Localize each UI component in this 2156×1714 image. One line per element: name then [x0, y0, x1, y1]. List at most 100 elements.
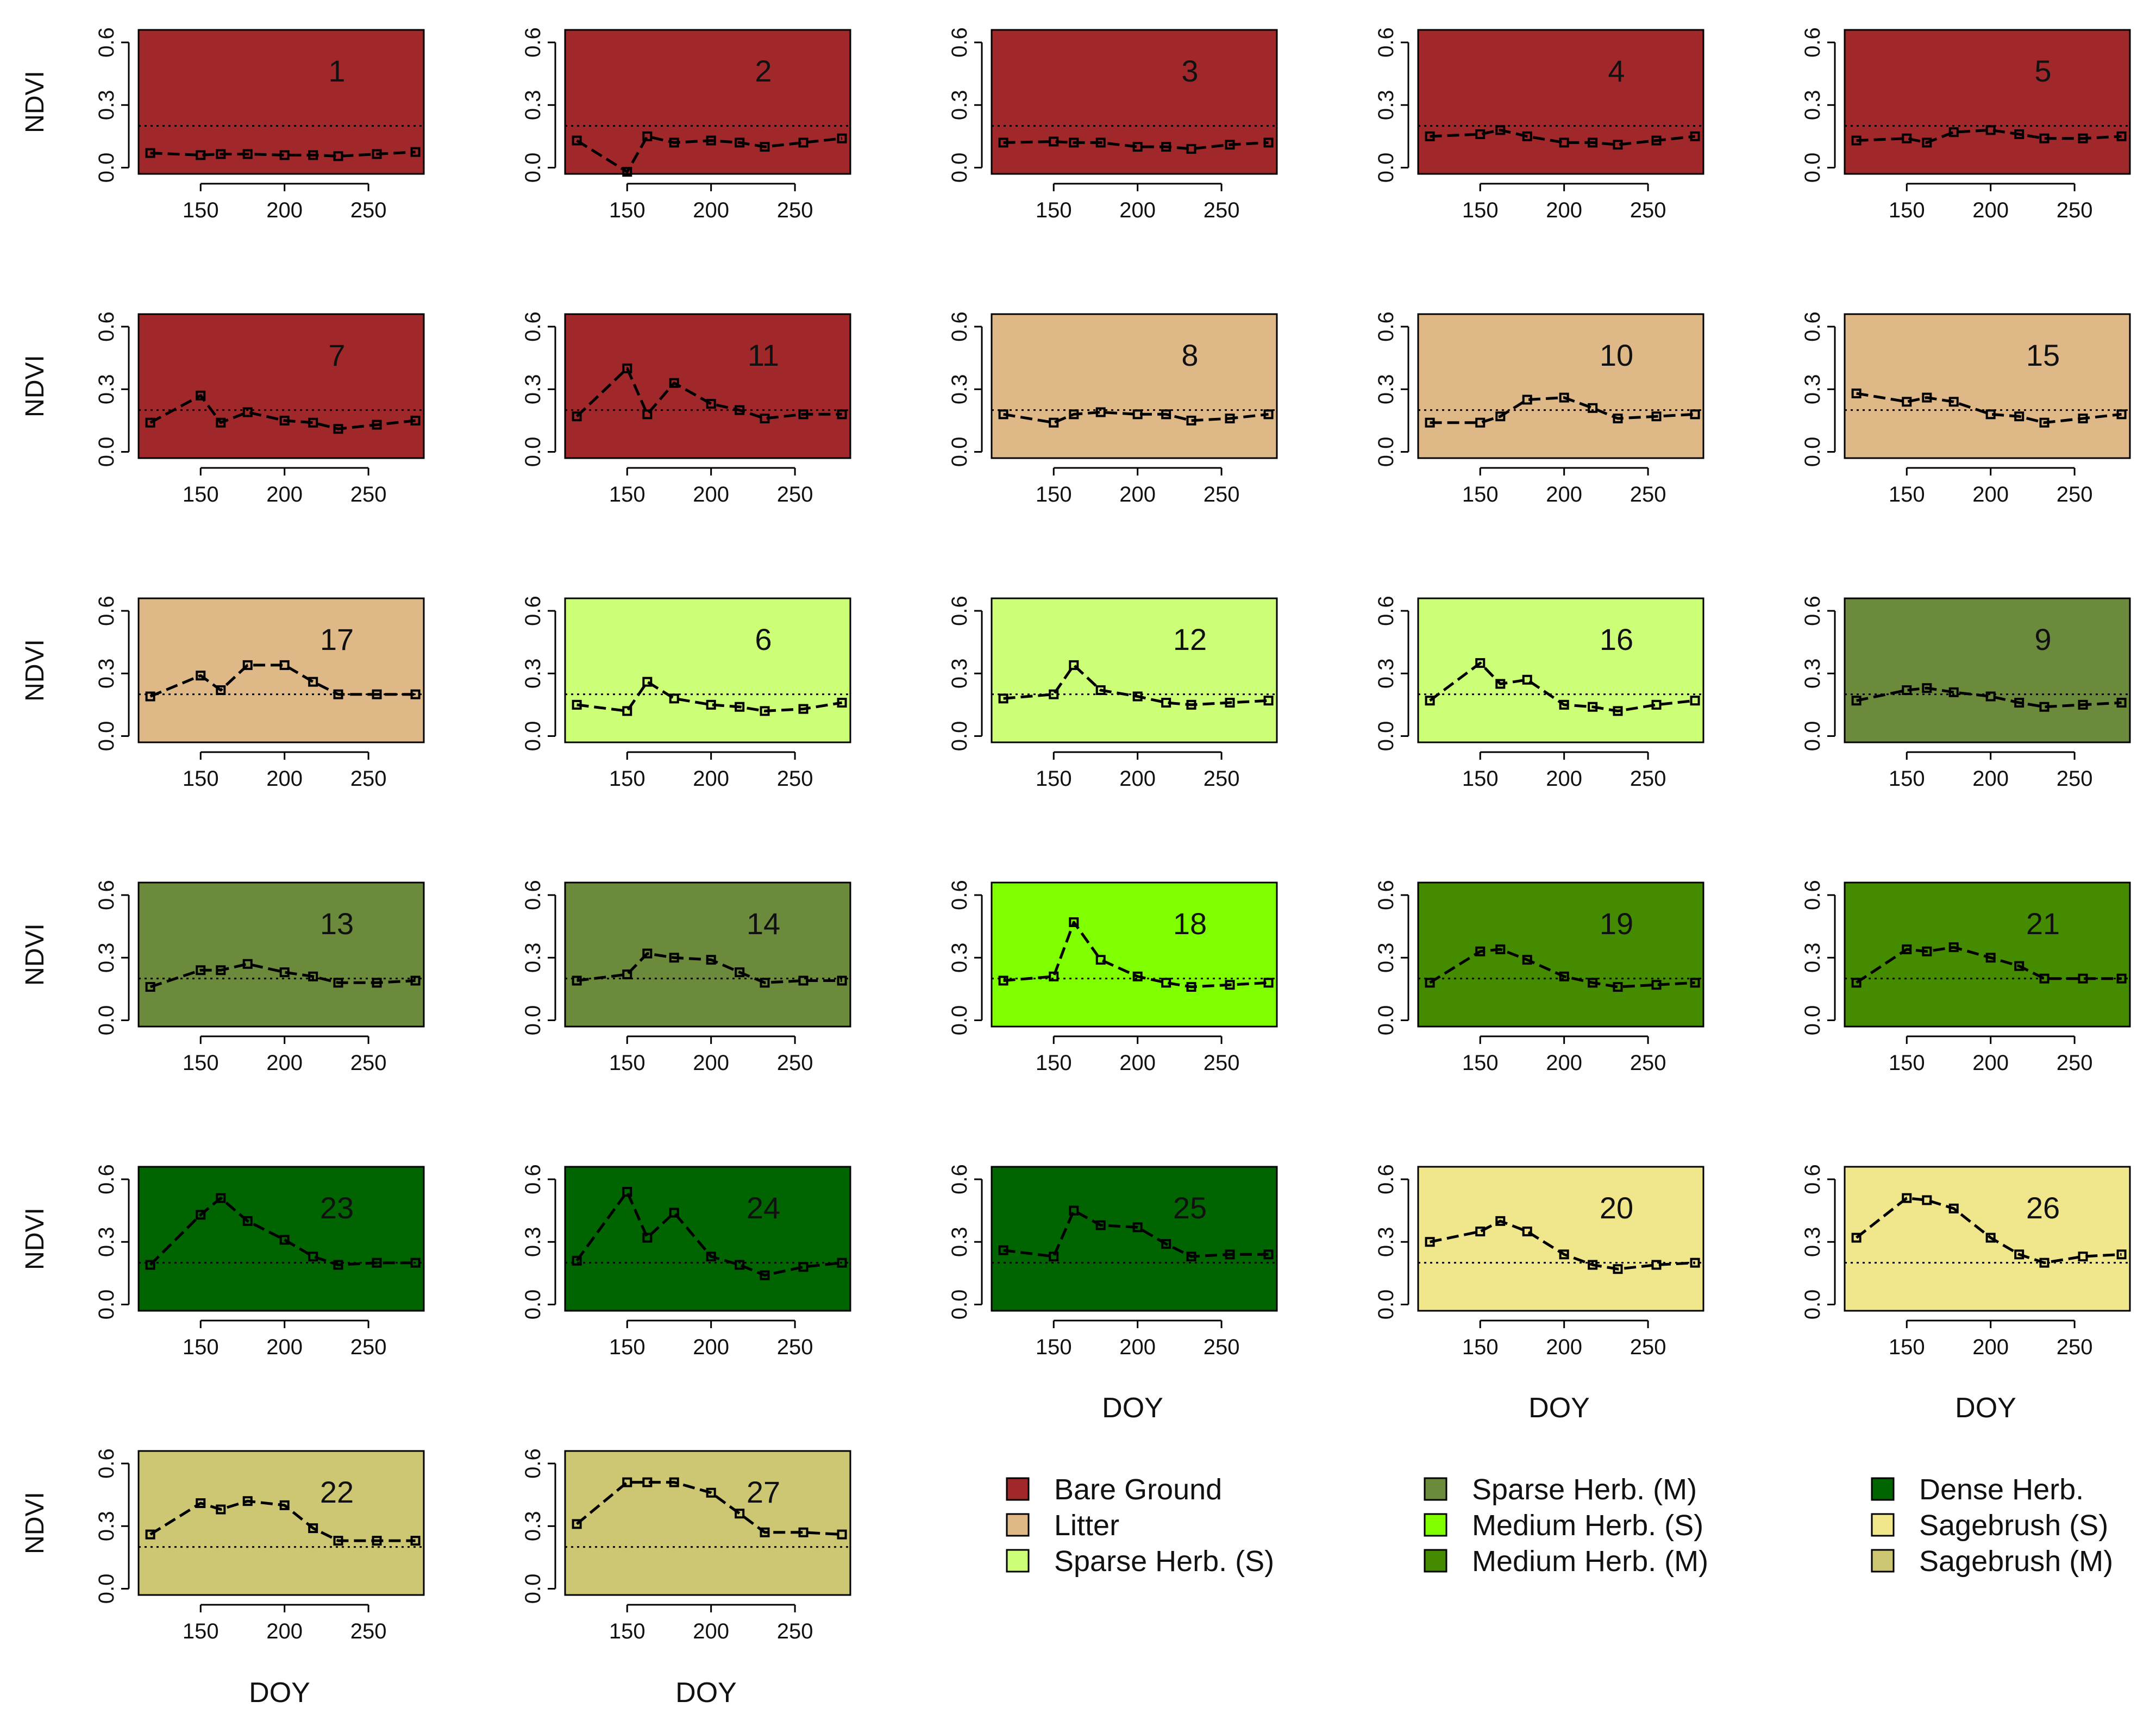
- panel-5-y-tick-label: 0.6: [1801, 27, 1825, 58]
- panel-18-point-3: [1069, 917, 1079, 927]
- panel-18-point-5: [1132, 971, 1143, 981]
- panel-19-point-4: [1522, 955, 1532, 965]
- panel-23-x-tick-label: 250: [350, 1335, 387, 1359]
- panel-8-y-tick-label: 0.3: [948, 374, 972, 404]
- panel-12-x-tick-label: 150: [1036, 767, 1072, 791]
- panel-17-point-7: [333, 689, 343, 699]
- panel-2-y-tick-label: 0.6: [521, 27, 545, 58]
- panel-8-y-tick-label: 0.0: [948, 437, 972, 467]
- panel-9-number: 9: [2034, 622, 2051, 656]
- panel-3-point-2: [1049, 136, 1059, 147]
- panel-12-point-3: [1069, 660, 1079, 670]
- panel-5-point-7: [2039, 133, 2050, 143]
- panel-22-x-tick-label: 200: [266, 1619, 303, 1643]
- panel-14-x-tick-label: 150: [609, 1051, 645, 1075]
- panel-16-x-tick-label: 200: [1546, 767, 1582, 791]
- panel-6-y-tick-label: 0.6: [521, 596, 545, 626]
- panel-25-number: 25: [1173, 1191, 1207, 1225]
- panel-12-point-8: [1225, 698, 1235, 708]
- panel-24-point-3: [642, 1233, 653, 1243]
- panel-27-y-tick-label: 0.6: [521, 1448, 545, 1479]
- panel-13-point-9: [410, 975, 421, 986]
- panel-15-point-7: [2039, 417, 2050, 428]
- panel-11-number: 11: [748, 338, 779, 372]
- y-axis-label: NDVI: [21, 1208, 49, 1270]
- panel-2-point-8: [798, 137, 808, 148]
- panel-19-point-3: [1495, 944, 1506, 954]
- panel-25-point-5: [1132, 1222, 1143, 1233]
- panel-9-point-2: [1902, 685, 1912, 695]
- panel-26-y-tick-label: 0.3: [1801, 1227, 1825, 1257]
- panel-18-y-tick-label: 0.0: [948, 1005, 972, 1036]
- panel-17-point-6: [308, 677, 318, 687]
- legend-swatch: [1424, 1477, 1447, 1501]
- panel-11-series-line: [575, 367, 842, 420]
- panel-26-point-5: [1985, 1233, 1996, 1243]
- panel-8-number: 8: [1181, 338, 1198, 372]
- panel-19-point-9: [1690, 978, 1700, 988]
- panel-20-y-tick-label: 0.3: [1374, 1227, 1398, 1257]
- panel-26-point-4: [1948, 1203, 1959, 1213]
- panel-1-point-5: [279, 150, 290, 160]
- panel-13-point-4: [242, 959, 253, 969]
- panel-10-y-tick-label: 0.3: [1374, 374, 1398, 404]
- panel-24-x-tick-label: 200: [693, 1335, 729, 1359]
- panel-14-point-4: [669, 953, 679, 963]
- panel-20-x-tick-label: 250: [1630, 1335, 1666, 1359]
- panel-19-x-tick-label: 150: [1462, 1051, 1499, 1075]
- panel-12-background: [991, 597, 1278, 743]
- panel-16-y-tick-label: 0.3: [1374, 658, 1398, 689]
- panel-7-x-tick-label: 150: [183, 483, 219, 506]
- panel-16-background: [1417, 597, 1704, 743]
- panel-25-background: [991, 1166, 1278, 1312]
- panel-19-point-8: [1651, 980, 1662, 990]
- panel-4-x-tick-label: 200: [1546, 198, 1582, 222]
- panel-13-point-1: [145, 982, 155, 992]
- panel-19-point-1: [1425, 978, 1435, 988]
- panel-7-y-tick-label: 0.0: [95, 437, 118, 467]
- panel-15-background: [1844, 313, 2131, 459]
- panel-3-y-tick-label: 0.0: [948, 153, 972, 183]
- panel-5-x-tick-label: 200: [1972, 198, 2009, 222]
- panel-22-point-6: [308, 1523, 318, 1534]
- panel-22-background: [137, 1450, 425, 1596]
- panel-15-number: 15: [2026, 338, 2060, 372]
- legend-label: Sagebrush (M): [1919, 1545, 2113, 1578]
- panel-9-series-line: [1856, 686, 2122, 709]
- panel-22-point-1: [145, 1529, 155, 1540]
- panel-13-point-5: [279, 967, 290, 978]
- panel-14-point-9: [837, 975, 847, 986]
- panel-18-series-line: [1003, 921, 1269, 989]
- panel-24-x-tick-label: 150: [609, 1335, 645, 1359]
- panel-25-point-6: [1161, 1239, 1171, 1249]
- panel-7-point-5: [279, 415, 290, 426]
- panel-19-number: 19: [1600, 906, 1633, 941]
- panel-17-y-tick-label: 0.0: [95, 721, 118, 752]
- panel-25-x-tick-label: 250: [1204, 1335, 1240, 1359]
- panel-5-point-2: [1902, 133, 1912, 143]
- panel-9-point-6: [2014, 698, 2025, 708]
- panel-20-point-6: [1588, 1260, 1598, 1270]
- panel-27-y-tick-label: 0.0: [521, 1574, 545, 1604]
- panel-4-series-line: [1430, 128, 1695, 146]
- panel-10-point-5: [1559, 392, 1569, 403]
- panel-8-x-tick-label: 150: [1036, 483, 1072, 506]
- panel-15-y-tick-label: 0.3: [1801, 374, 1825, 404]
- panel-19-series-line: [1429, 948, 1695, 989]
- panel-23-point-8: [372, 1258, 382, 1268]
- legend-swatch: [1424, 1549, 1447, 1573]
- panel-15-x-tick-label: 150: [1889, 483, 1925, 506]
- panel-7-point-1: [145, 417, 155, 428]
- panel-15-point-9: [2116, 409, 2127, 420]
- panel-5-point-6: [2014, 129, 2025, 140]
- panel-7-background: [137, 313, 425, 459]
- panel-4-y-tick-label: 0.0: [1374, 153, 1398, 183]
- panel-21-y-tick-label: 0.6: [1801, 880, 1825, 910]
- panel-17-point-1: [145, 691, 155, 702]
- panel-13-x-tick-label: 150: [183, 1051, 219, 1075]
- panel-19-point-2: [1475, 946, 1486, 956]
- panel-8-y-tick-label: 0.6: [948, 311, 972, 342]
- panel-6-point-6: [735, 702, 745, 712]
- panel-4-point-5: [1559, 137, 1569, 148]
